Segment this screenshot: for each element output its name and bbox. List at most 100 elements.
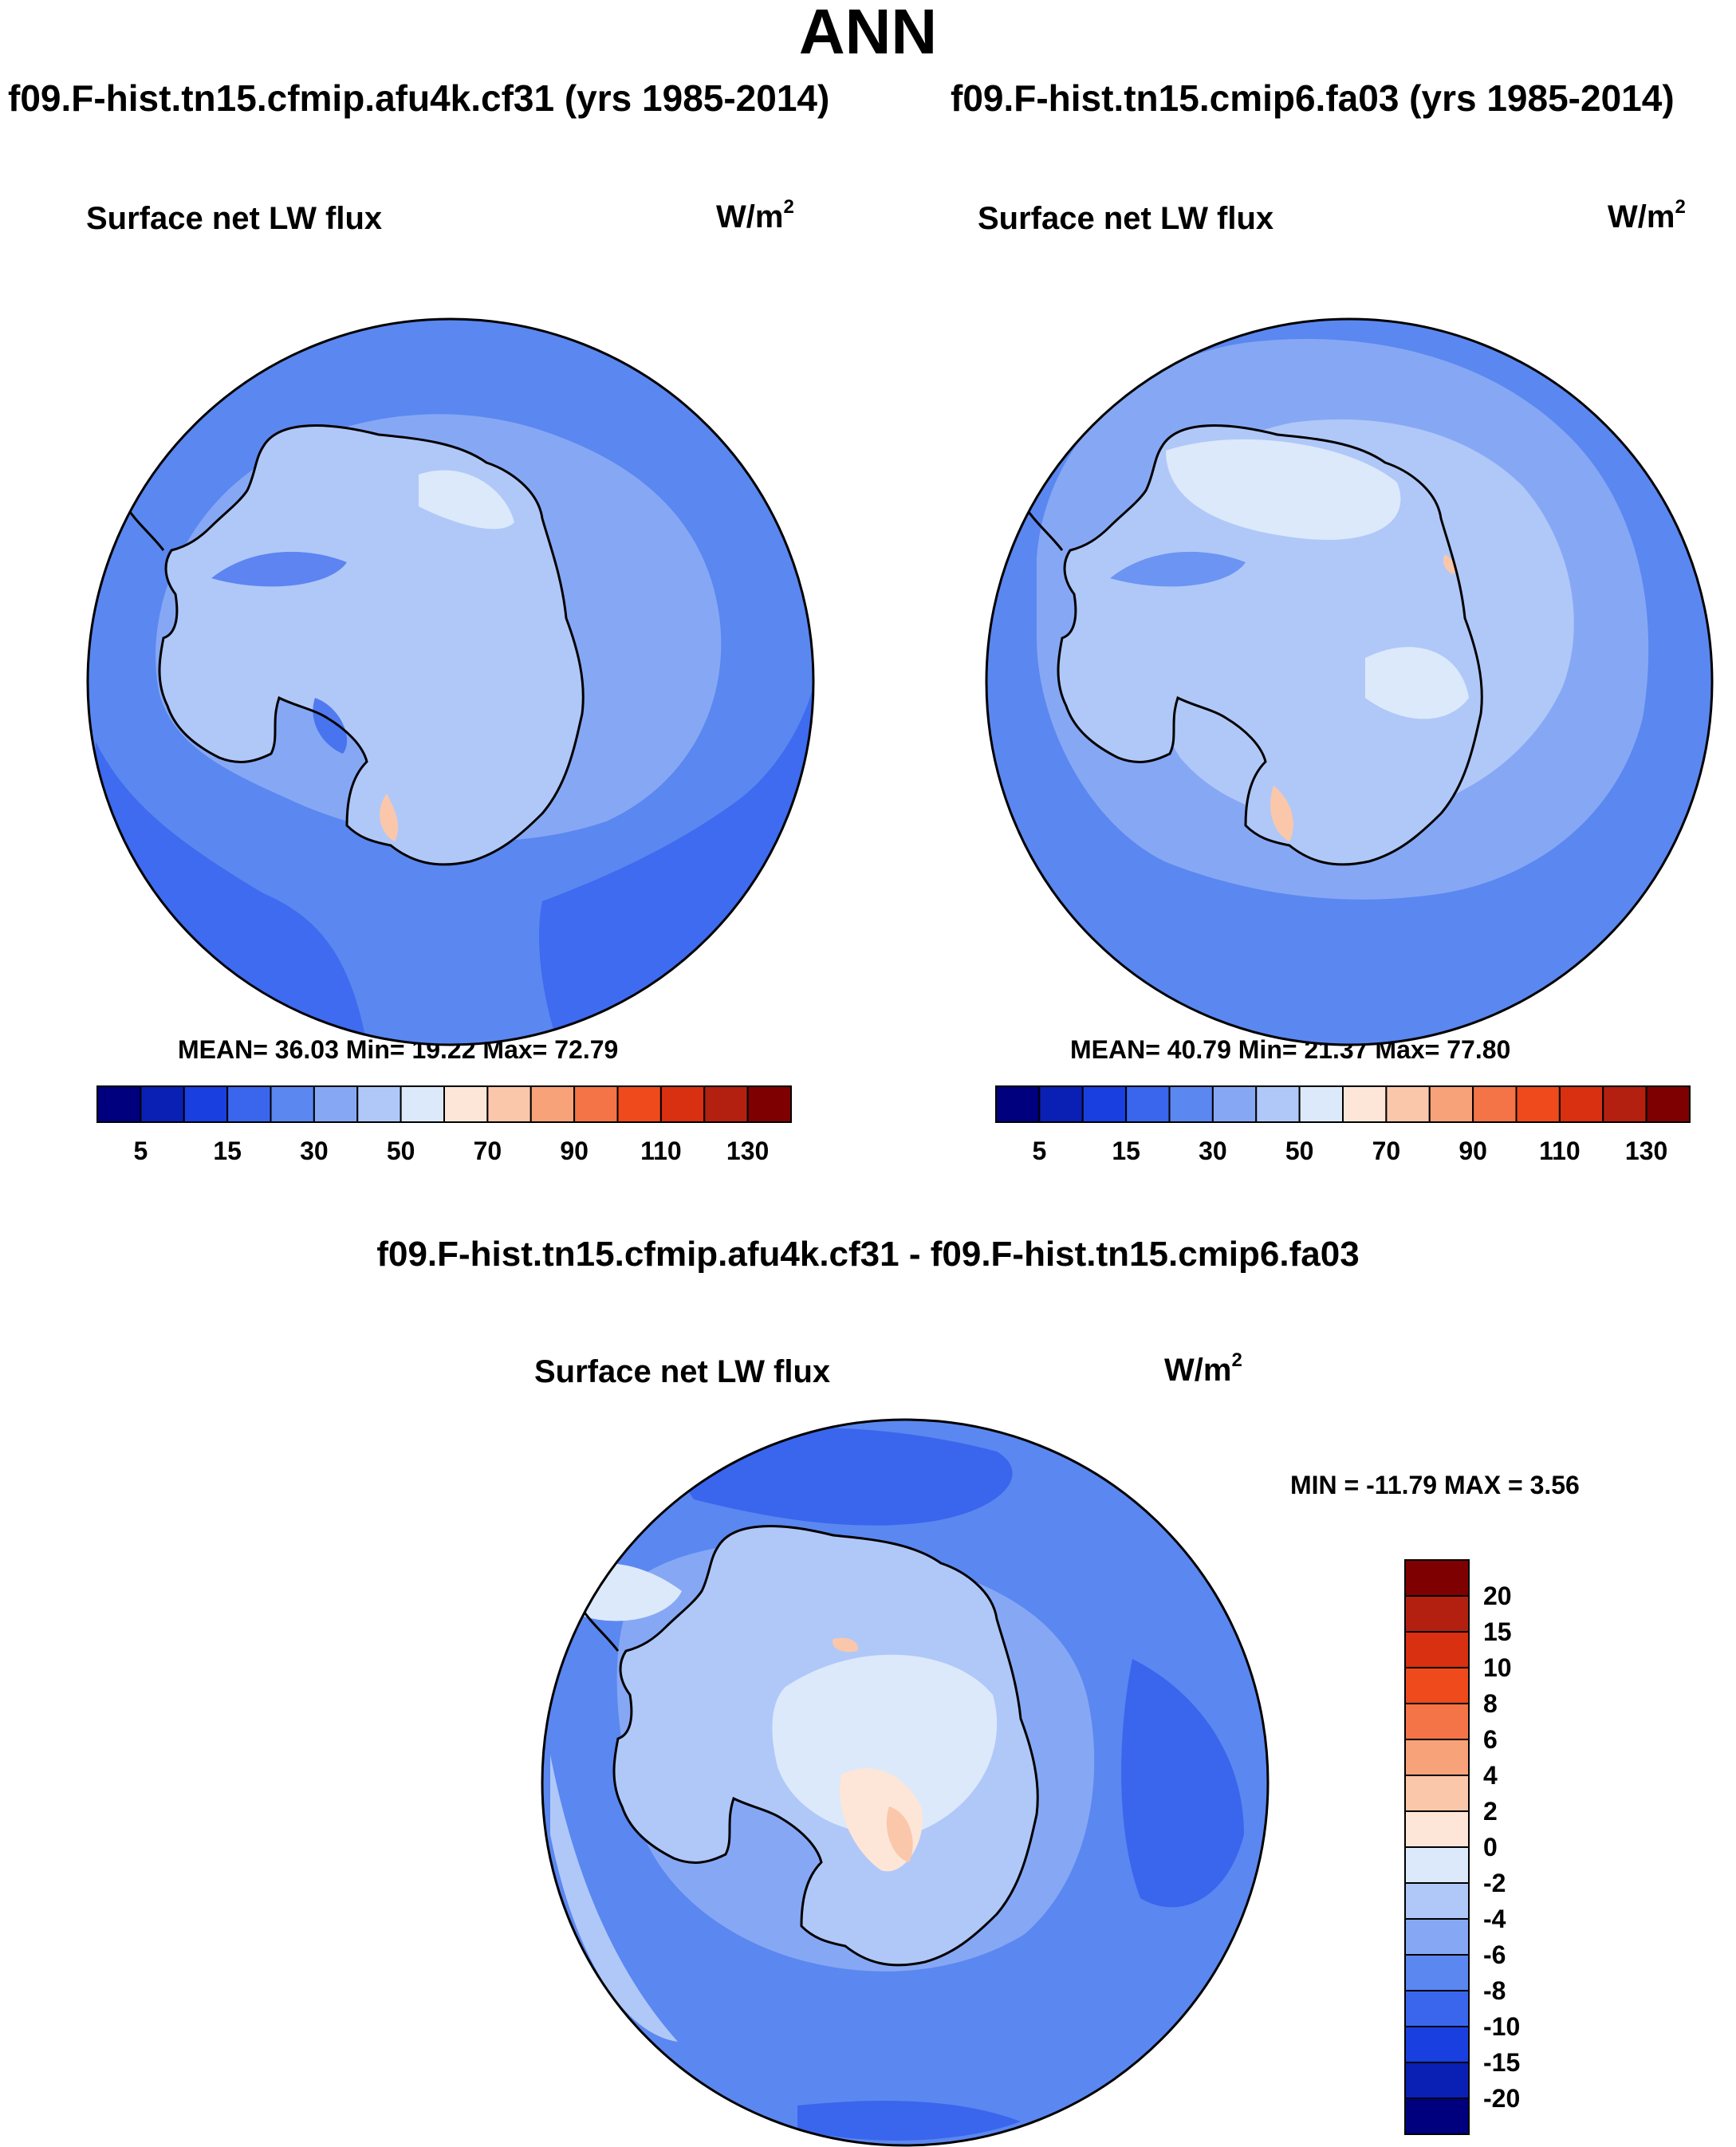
panel-2-colorbar-box: [1385, 1085, 1431, 1123]
panel-1-colorbar-box: [356, 1085, 402, 1123]
panel-2-colorbar-box: [1081, 1085, 1128, 1123]
diff-colorbar-box: [1404, 2026, 1470, 2063]
diff-colorbar-box: [1404, 1703, 1470, 1740]
diff-colorbar-label: 10: [1483, 1653, 1512, 1682]
panel-2-colorbar-box: [1038, 1085, 1084, 1123]
panel-1-colorbar-box: [616, 1085, 662, 1123]
diff-map-border: [541, 1418, 1270, 2147]
diff-colorbar-label: 2: [1483, 1797, 1498, 1826]
panel-2-map-border: [985, 317, 1714, 1046]
diff-colorbar-label: 4: [1483, 1761, 1498, 1790]
panel-1-colorbar-box: [443, 1085, 489, 1123]
diff-colorbar-box: [1404, 1882, 1470, 1920]
diff-colorbar-label: -6: [1483, 1940, 1506, 1969]
panel-1-colorbar-box: [746, 1085, 792, 1123]
panel-2-colorbar-label: 110: [1539, 1137, 1581, 1165]
figure-title: ANN: [798, 0, 938, 67]
panel-2-colorbar-box: [1558, 1085, 1604, 1123]
panel-2-colorbar-box: [1428, 1085, 1474, 1123]
panel-2-colorbar-box: [1342, 1085, 1388, 1123]
panel-1-colorbar-box: [400, 1085, 445, 1123]
panel-1-colorbar: [96, 1085, 792, 1123]
diff-colorbar-label: 20: [1483, 1582, 1512, 1610]
panel-1-colorbar-box: [226, 1085, 272, 1123]
diff-colorbar-box: [1404, 1990, 1470, 2027]
panel-2-units-label: W/m2: [1608, 196, 1686, 235]
panel-1-colorbar-box: [529, 1085, 576, 1123]
panel-2-colorbar-box: [995, 1085, 1041, 1123]
panel-2-colorbar-box: [1211, 1085, 1258, 1123]
diff-colorbar-label: -10: [1483, 2012, 1521, 2041]
diff-colorbar-box: [1404, 1775, 1470, 1812]
panel-1-colorbar-box: [703, 1085, 749, 1123]
diff-min-max-stats: MIN = -11.79 MAX = 3.56: [1290, 1471, 1580, 1499]
panel-1-colorbar-box: [486, 1085, 532, 1123]
panel-2-colorbar-box: [1602, 1085, 1647, 1123]
panel-1-colorbar-box: [573, 1085, 619, 1123]
panel-2-variable-label: Surface net LW flux: [978, 201, 1274, 236]
diff-colorbar-box: [1404, 2062, 1470, 2099]
panel-1-colorbar-label: 5: [133, 1137, 148, 1165]
diff-map: [542, 1420, 1268, 2145]
panel-1-colorbar-label: 130: [726, 1137, 770, 1165]
panel-1-colorbar-label: 110: [640, 1137, 682, 1165]
diff-colorbar-box: [1404, 1954, 1470, 1991]
diff-colorbar-box: [1404, 1739, 1470, 1776]
panel-1-colorbar-box: [96, 1085, 142, 1123]
panel-2-colorbar-label: 50: [1285, 1137, 1314, 1165]
panel-2-colorbar-label: 130: [1624, 1137, 1668, 1165]
diff-colorbar-label: -8: [1483, 1976, 1506, 2005]
diff-colorbar-label: 15: [1483, 1617, 1512, 1646]
panel-1-colorbar-label: 30: [300, 1137, 329, 1165]
diff-colorbar-box: [1404, 2098, 1470, 2135]
panel-2-colorbar-box: [1515, 1085, 1561, 1123]
panel-1-map: [88, 319, 813, 1045]
panel-1-colorbar-box: [183, 1085, 229, 1123]
difference-title: f09.F-hist.tn15.cfmip.afu4k.cf31 - f09.F…: [376, 1235, 1360, 1274]
diff-colorbar: [1404, 1559, 1470, 2135]
diff-units-label: W/m2: [1164, 1349, 1242, 1389]
panel-2-map: [986, 319, 1712, 1045]
diff-variable-label: Surface net LW flux: [534, 1354, 831, 1389]
panel-1-colorbar-label: 15: [213, 1137, 242, 1165]
panel-1-colorbar-label: 90: [560, 1137, 589, 1165]
panel-1-colorbar-box: [140, 1085, 185, 1123]
panel-1-colorbar-box: [313, 1085, 359, 1123]
diff-colorbar-box: [1404, 1595, 1470, 1633]
panel-2-colorbar: [995, 1085, 1691, 1123]
panel-2-colorbar-label: 90: [1458, 1137, 1487, 1165]
panel-2-colorbar-box: [1125, 1085, 1171, 1123]
diff-colorbar-box: [1404, 1631, 1470, 1668]
diff-colorbar-label: -20: [1483, 2084, 1521, 2113]
panel-1-map-border: [86, 317, 815, 1046]
panel-1-colorbar-label: 70: [473, 1137, 502, 1165]
diff-colorbar-box: [1404, 1846, 1470, 1884]
panel-1-colorbar-box: [270, 1085, 315, 1123]
panel-1-units-label: W/m2: [716, 196, 794, 235]
diff-colorbar-label: -15: [1483, 2048, 1521, 2077]
panel-2-colorbar-label: 15: [1112, 1137, 1140, 1165]
diff-colorbar-box: [1404, 1559, 1470, 1597]
diff-colorbar-box: [1404, 1667, 1470, 1704]
panel-1-colorbar-box: [659, 1085, 706, 1123]
panel-2-colorbar-label: 30: [1199, 1137, 1227, 1165]
panel-2-colorbar-box: [1645, 1085, 1691, 1123]
diff-colorbar-label: -2: [1483, 1869, 1506, 1897]
panel-2-colorbar-box: [1255, 1085, 1301, 1123]
panel-1-colorbar-label: 50: [386, 1137, 415, 1165]
panel-2-case-title: f09.F-hist.tn15.cmip6.fa03 (yrs 1985-201…: [951, 77, 1675, 119]
diff-colorbar-label: 0: [1483, 1833, 1498, 1861]
panel-1-variable-label: Surface net LW flux: [86, 201, 383, 236]
diff-colorbar-label: 8: [1483, 1689, 1498, 1718]
diff-colorbar-label: 6: [1483, 1725, 1498, 1754]
panel-2-colorbar-box: [1472, 1085, 1518, 1123]
panel-2-colorbar-label: 5: [1032, 1137, 1047, 1165]
diff-colorbar-box: [1404, 1918, 1470, 1956]
panel-2-colorbar-box: [1168, 1085, 1214, 1123]
diff-colorbar-label: -4: [1483, 1905, 1506, 1933]
panel-2-colorbar-box: [1298, 1085, 1344, 1123]
panel-2-colorbar-label: 70: [1372, 1137, 1401, 1165]
diff-colorbar-box: [1404, 1810, 1470, 1848]
panel-1-case-title: f09.F-hist.tn15.cfmip.afu4k.cf31 (yrs 19…: [8, 77, 830, 119]
